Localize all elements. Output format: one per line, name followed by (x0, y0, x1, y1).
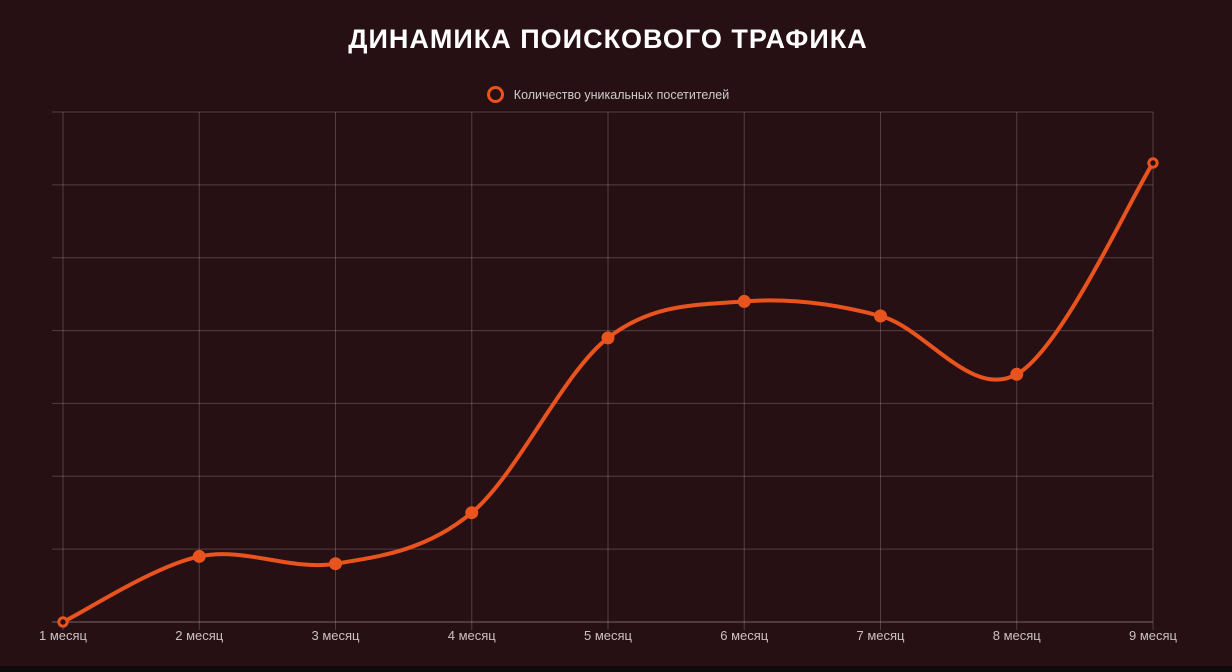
data-point-marker[interactable] (329, 557, 342, 571)
data-point-marker[interactable] (737, 294, 751, 308)
legend-open-circle-icon[interactable] (486, 86, 504, 103)
data-point-marker[interactable] (465, 506, 479, 520)
window-bottom-edge (0, 666, 1232, 672)
data-point-marker-open[interactable] (57, 616, 69, 628)
data-point-marker[interactable] (1010, 367, 1024, 381)
data-point-marker[interactable] (192, 549, 206, 563)
chart-title: ДИНАМИКА ПОИСКОВОГО ТРАФИКА (348, 24, 868, 54)
legend: Количество уникальных посетителей (0, 86, 1216, 103)
data-point-marker-open[interactable] (1147, 157, 1159, 169)
legend-item-label[interactable]: Количество уникальных посетителей (513, 87, 730, 102)
data-point-marker[interactable] (601, 331, 615, 345)
data-point-marker[interactable] (874, 309, 887, 323)
